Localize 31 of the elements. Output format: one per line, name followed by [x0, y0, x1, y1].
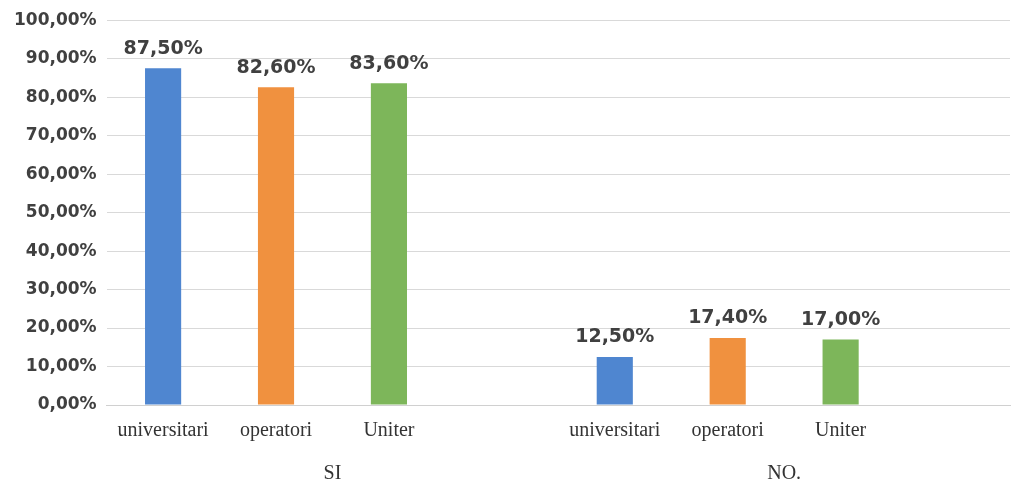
y-tick-label: 20,00% — [25, 316, 97, 337]
data-label: 17,40% — [688, 305, 768, 328]
data-label: 83,60% — [349, 50, 429, 73]
y-tick-label: 0,00% — [37, 393, 97, 414]
bar — [257, 87, 295, 405]
bar — [596, 356, 633, 405]
y-tick-label: 80,00% — [25, 85, 97, 106]
bar — [370, 83, 407, 405]
x-tick-label: Uniter — [815, 418, 867, 441]
bar — [709, 338, 746, 405]
x-tick-label: operatori — [691, 418, 765, 442]
bar — [822, 339, 859, 405]
x-tick-label: universitari — [117, 418, 210, 441]
bar — [145, 68, 182, 405]
x-tick-label: universitari — [569, 418, 661, 441]
x-tick-label: operatori — [239, 418, 313, 442]
y-tick-label: 50,00% — [25, 201, 97, 222]
data-label: 17,00% — [801, 307, 881, 330]
text: NO. — [767, 461, 802, 484]
y-tick-label: 30,00% — [25, 277, 97, 298]
x-tick-label: Uniter — [363, 418, 415, 441]
y-tick-label: 40,00% — [25, 239, 97, 260]
data-label: 12,50% — [575, 324, 655, 347]
y-tick-label: 90,00% — [25, 47, 97, 68]
data-label: 82,60% — [236, 54, 316, 77]
data-label: 87,50% — [123, 35, 203, 58]
y-tick-label: 70,00% — [25, 124, 97, 145]
text: SI — [323, 461, 342, 484]
y-tick-label: 100,00% — [13, 8, 97, 29]
y-tick-label: 60,00% — [25, 162, 97, 183]
y-tick-label: 10,00% — [25, 354, 97, 375]
